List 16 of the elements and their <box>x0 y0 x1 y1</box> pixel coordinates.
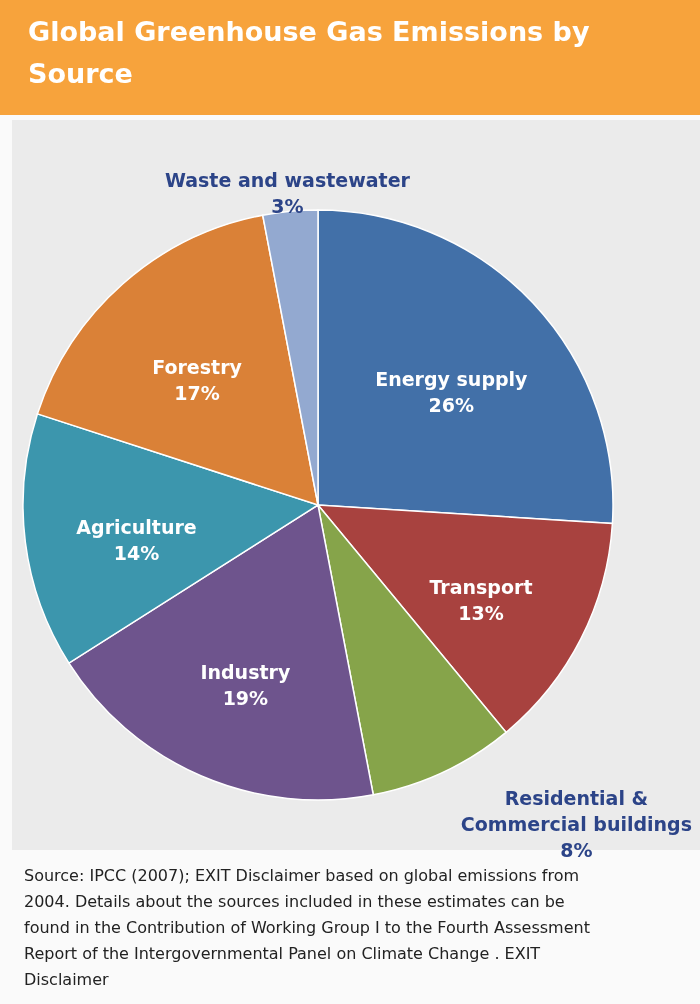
data-label: 26% <box>428 393 475 416</box>
data-label: 19% <box>222 686 269 709</box>
slice-label: Waste and wastewater <box>164 169 411 192</box>
slice-label: Energy supply <box>375 367 529 390</box>
data-label: 3% <box>271 195 304 218</box>
source-note: Source: IPCC (2007); EXIT Disclaimer based on global emissions from 2004. Details about the sources included in these estimates can be found in the Contribution of Working Group I to the Fourth Assessment Report of the Intergovernmental Panel on Climate Change . EXIT Disclaimer <box>24 866 590 989</box>
slice-label: Transport <box>429 576 533 599</box>
data-label: 8% <box>560 839 593 862</box>
data-label: 17% <box>174 381 220 404</box>
chart-title: Global Greenhouse Gas Emissions by Source <box>28 16 590 89</box>
data-label: 14% <box>113 541 160 564</box>
slice-label: Agriculture <box>76 515 197 538</box>
slice-label: Industry <box>200 660 291 683</box>
data-label: 13% <box>458 602 504 625</box>
slice-label: Forestry <box>152 355 243 378</box>
slice-label: Residential & Commercial buildings <box>460 787 693 836</box>
